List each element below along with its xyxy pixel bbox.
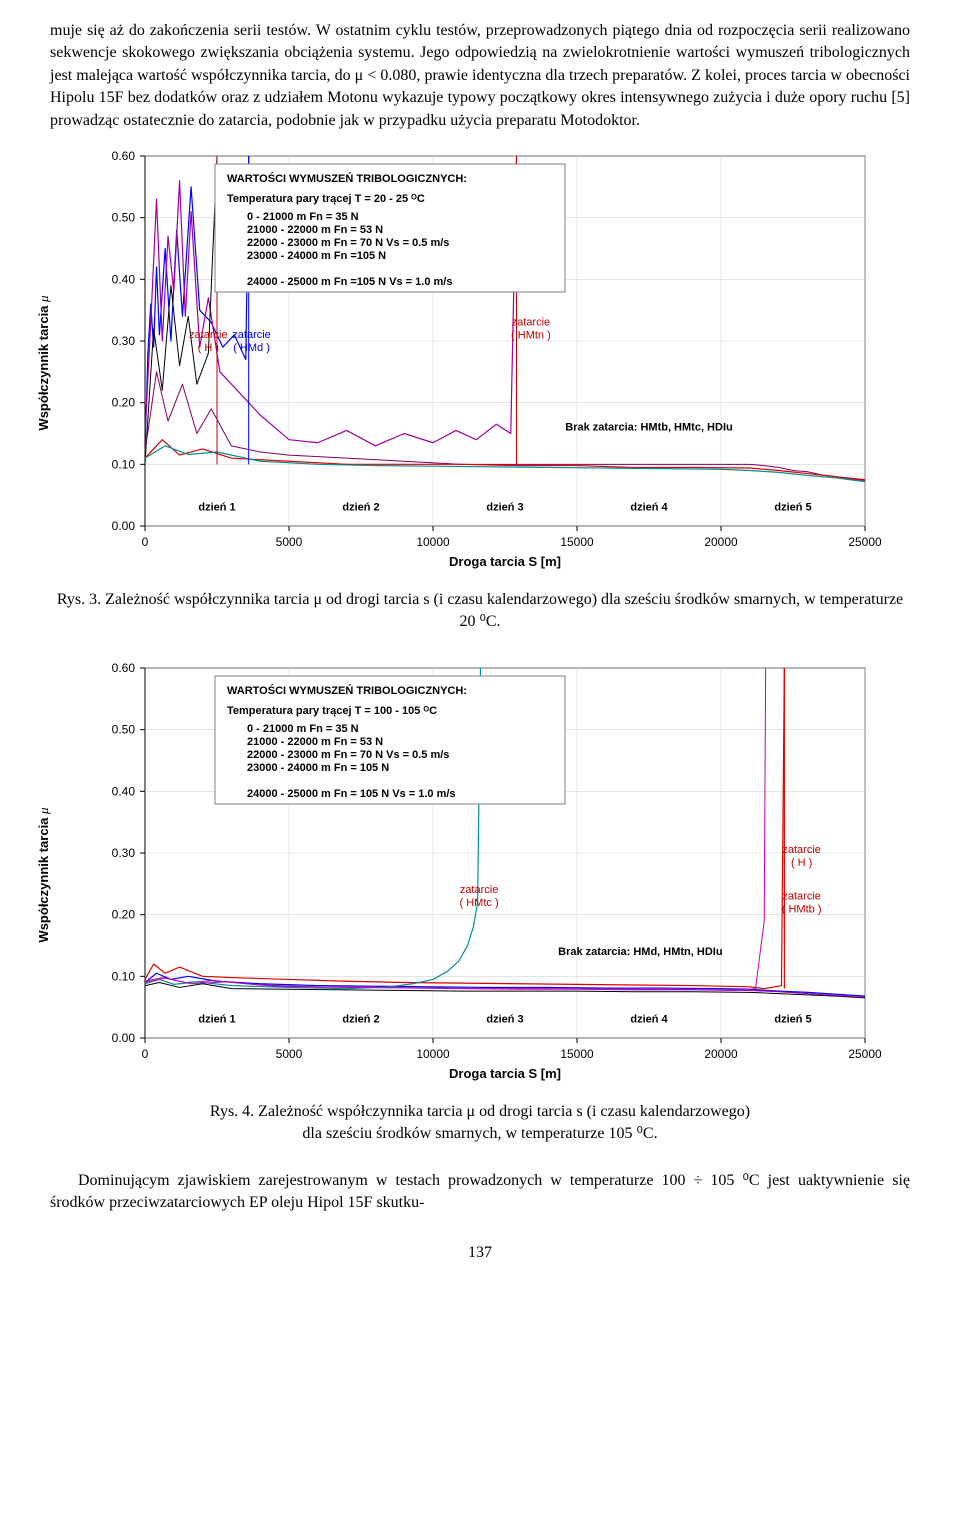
svg-text:dzień 4: dzień 4 — [630, 502, 668, 514]
svg-text:0.20: 0.20 — [112, 396, 136, 410]
chart-1: Współczynnik tarcia μ 0.000.100.200.300.… — [50, 146, 910, 581]
svg-text:10000: 10000 — [416, 535, 450, 549]
svg-text:( HMd ): ( HMd ) — [233, 342, 270, 354]
svg-text:WARTOŚCI WYMUSZEŃ TRIBOLOGICZN: WARTOŚCI WYMUSZEŃ TRIBOLOGICZNYCH: — [227, 684, 467, 697]
svg-text:dzień 1: dzień 1 — [198, 502, 235, 514]
svg-text:5000: 5000 — [276, 535, 303, 549]
svg-text:zatarcie: zatarcie — [189, 329, 228, 341]
svg-text:0.20: 0.20 — [112, 907, 136, 921]
svg-text:0.50: 0.50 — [112, 211, 136, 225]
svg-text:0.10: 0.10 — [112, 457, 136, 471]
svg-text:dzień 5: dzień 5 — [774, 1013, 811, 1025]
svg-text:20000: 20000 — [704, 1047, 738, 1061]
paragraph-2: Dominującym zjawiskiem zarejestrowanym w… — [50, 1170, 910, 1215]
svg-text:0.00: 0.00 — [112, 1031, 136, 1045]
svg-text:Temperatura pary trącej T = 1: Temperatura pary trącej T = 100 - 105 ᴼC — [227, 705, 437, 717]
svg-text:dzień 2: dzień 2 — [342, 502, 379, 514]
svg-text:25000: 25000 — [848, 535, 882, 549]
svg-text:15000: 15000 — [560, 1047, 594, 1061]
svg-text:( HMtc ): ( HMtc ) — [460, 897, 499, 909]
svg-text:0 - 21000 m Fn = 35 N: 0 - 21000 m Fn = 35 N — [247, 723, 359, 735]
svg-text:zatarcie: zatarcie — [232, 329, 271, 341]
svg-text:dzień 2: dzień 2 — [342, 1013, 379, 1025]
svg-text:zatarcie: zatarcie — [512, 317, 551, 329]
paragraph-1: muje się aż do zakończenia serii testów.… — [50, 20, 910, 132]
svg-text:Brak zatarcia: HMd, HMtn, HDIu: Brak zatarcia: HMd, HMtn, HDIu — [558, 945, 722, 957]
svg-text:zatarcie: zatarcie — [782, 844, 821, 856]
svg-text:Temperatura pary trącej T = 2: Temperatura pary trącej T = 20 - 25 ᴼC — [227, 193, 425, 205]
caption2-line1: Rys. 4. Zależność współczynnika tarcia μ… — [210, 1103, 750, 1120]
svg-text:0: 0 — [142, 535, 149, 549]
svg-text:0.60: 0.60 — [112, 661, 136, 675]
svg-text:0.00: 0.00 — [112, 519, 136, 533]
svg-text:25000: 25000 — [848, 1047, 882, 1061]
svg-text:0: 0 — [142, 1047, 149, 1061]
svg-text:dzień 3: dzień 3 — [486, 502, 523, 514]
svg-text:22000 - 23000 m Fn = 70 N: 22000 - 23000 m Fn = 70 N Vs = 0.5 m/s — [247, 237, 449, 249]
svg-text:24000 - 25000 m Fn =105 N: 24000 - 25000 m Fn =105 N Vs = 1.0 m/s — [247, 276, 452, 288]
page-number: 137 — [50, 1242, 910, 1264]
chart-2: Współczynnik tarcia μ 0.000.100.200.300.… — [50, 658, 910, 1093]
svg-text:10000: 10000 — [416, 1047, 450, 1061]
svg-text:( HMtb ): ( HMtb ) — [782, 903, 822, 915]
svg-text:24000 - 25000 m Fn = 105 N: 24000 - 25000 m Fn = 105 N Vs = 1.0 m/s — [247, 788, 456, 800]
svg-text:zatarcie: zatarcie — [460, 884, 499, 896]
chart1-ylabel: Współczynnik tarcia μ — [35, 296, 53, 431]
svg-text:0.50: 0.50 — [112, 722, 136, 736]
svg-text:Droga tarcia S [m]: Droga tarcia S [m] — [449, 1066, 561, 1081]
svg-text:0.10: 0.10 — [112, 969, 136, 983]
svg-text:0.40: 0.40 — [112, 784, 136, 798]
chart1-svg: 0.00 0.10 0.20 0.30 0.40 0.50 0.60 0 5000 10000 15… — [75, 146, 885, 581]
svg-text:zatarcie: zatarcie — [782, 890, 821, 902]
svg-text:dzień 1: dzień 1 — [198, 1013, 235, 1025]
svg-text:0.30: 0.30 — [112, 334, 136, 348]
svg-text:0.60: 0.60 — [112, 149, 136, 163]
svg-text:23000 - 24000 m Fn =105 N: 23000 - 24000 m Fn =105 N — [247, 250, 386, 262]
svg-text:dzień 3: dzień 3 — [486, 1013, 523, 1025]
caption2-line2: dla sześciu środków smarnych, w temperat… — [302, 1125, 657, 1142]
svg-text:( H ): ( H ) — [198, 342, 219, 354]
svg-text:0 - 21000 m Fn = 35 N: 0 - 21000 m Fn = 35 N — [247, 211, 359, 223]
svg-text:0.40: 0.40 — [112, 272, 136, 286]
svg-text:23000 - 24000 m Fn = 105 N: 23000 - 24000 m Fn = 105 N — [247, 762, 389, 774]
caption-1: Rys. 3. Zależność współczynnika tarcia μ… — [50, 589, 910, 634]
svg-text:dzień 5: dzień 5 — [774, 502, 811, 514]
svg-text:21000 - 22000 m Fn = 53 N: 21000 - 22000 m Fn = 53 N — [247, 224, 383, 236]
svg-text:( HMtn ): ( HMtn ) — [511, 330, 551, 342]
svg-text:Brak zatarcia: HMtb, HMtc, HDI: Brak zatarcia: HMtb, HMtc, HDIu — [565, 421, 732, 433]
svg-text:( H ): ( H ) — [791, 857, 812, 869]
svg-text:15000: 15000 — [560, 535, 594, 549]
svg-text:22000 - 23000 m Fn = 70 N: 22000 - 23000 m Fn = 70 N Vs = 0.5 m/s — [247, 749, 449, 761]
svg-text:dzień 4: dzień 4 — [630, 1013, 668, 1025]
svg-text:20000: 20000 — [704, 535, 738, 549]
svg-text:5000: 5000 — [276, 1047, 303, 1061]
svg-text:21000 - 22000 m Fn = 53 N: 21000 - 22000 m Fn = 53 N — [247, 736, 383, 748]
svg-text:0.30: 0.30 — [112, 846, 136, 860]
caption-2: Rys. 4. Zależność współczynnika tarcia μ… — [50, 1101, 910, 1146]
chart2-ylabel: Współczynnik tarcia μ — [35, 808, 53, 943]
svg-text:WARTOŚCI WYMUSZEŃ TRIBOLOGICZN: WARTOŚCI WYMUSZEŃ TRIBOLOGICZNYCH: — [227, 172, 467, 185]
chart2-svg: 0.00 0.10 0.20 0.30 0.40 0.50 0.60 0 5000 10000 15… — [75, 658, 885, 1093]
svg-text:Droga tarcia S [m]: Droga tarcia S [m] — [449, 554, 561, 569]
